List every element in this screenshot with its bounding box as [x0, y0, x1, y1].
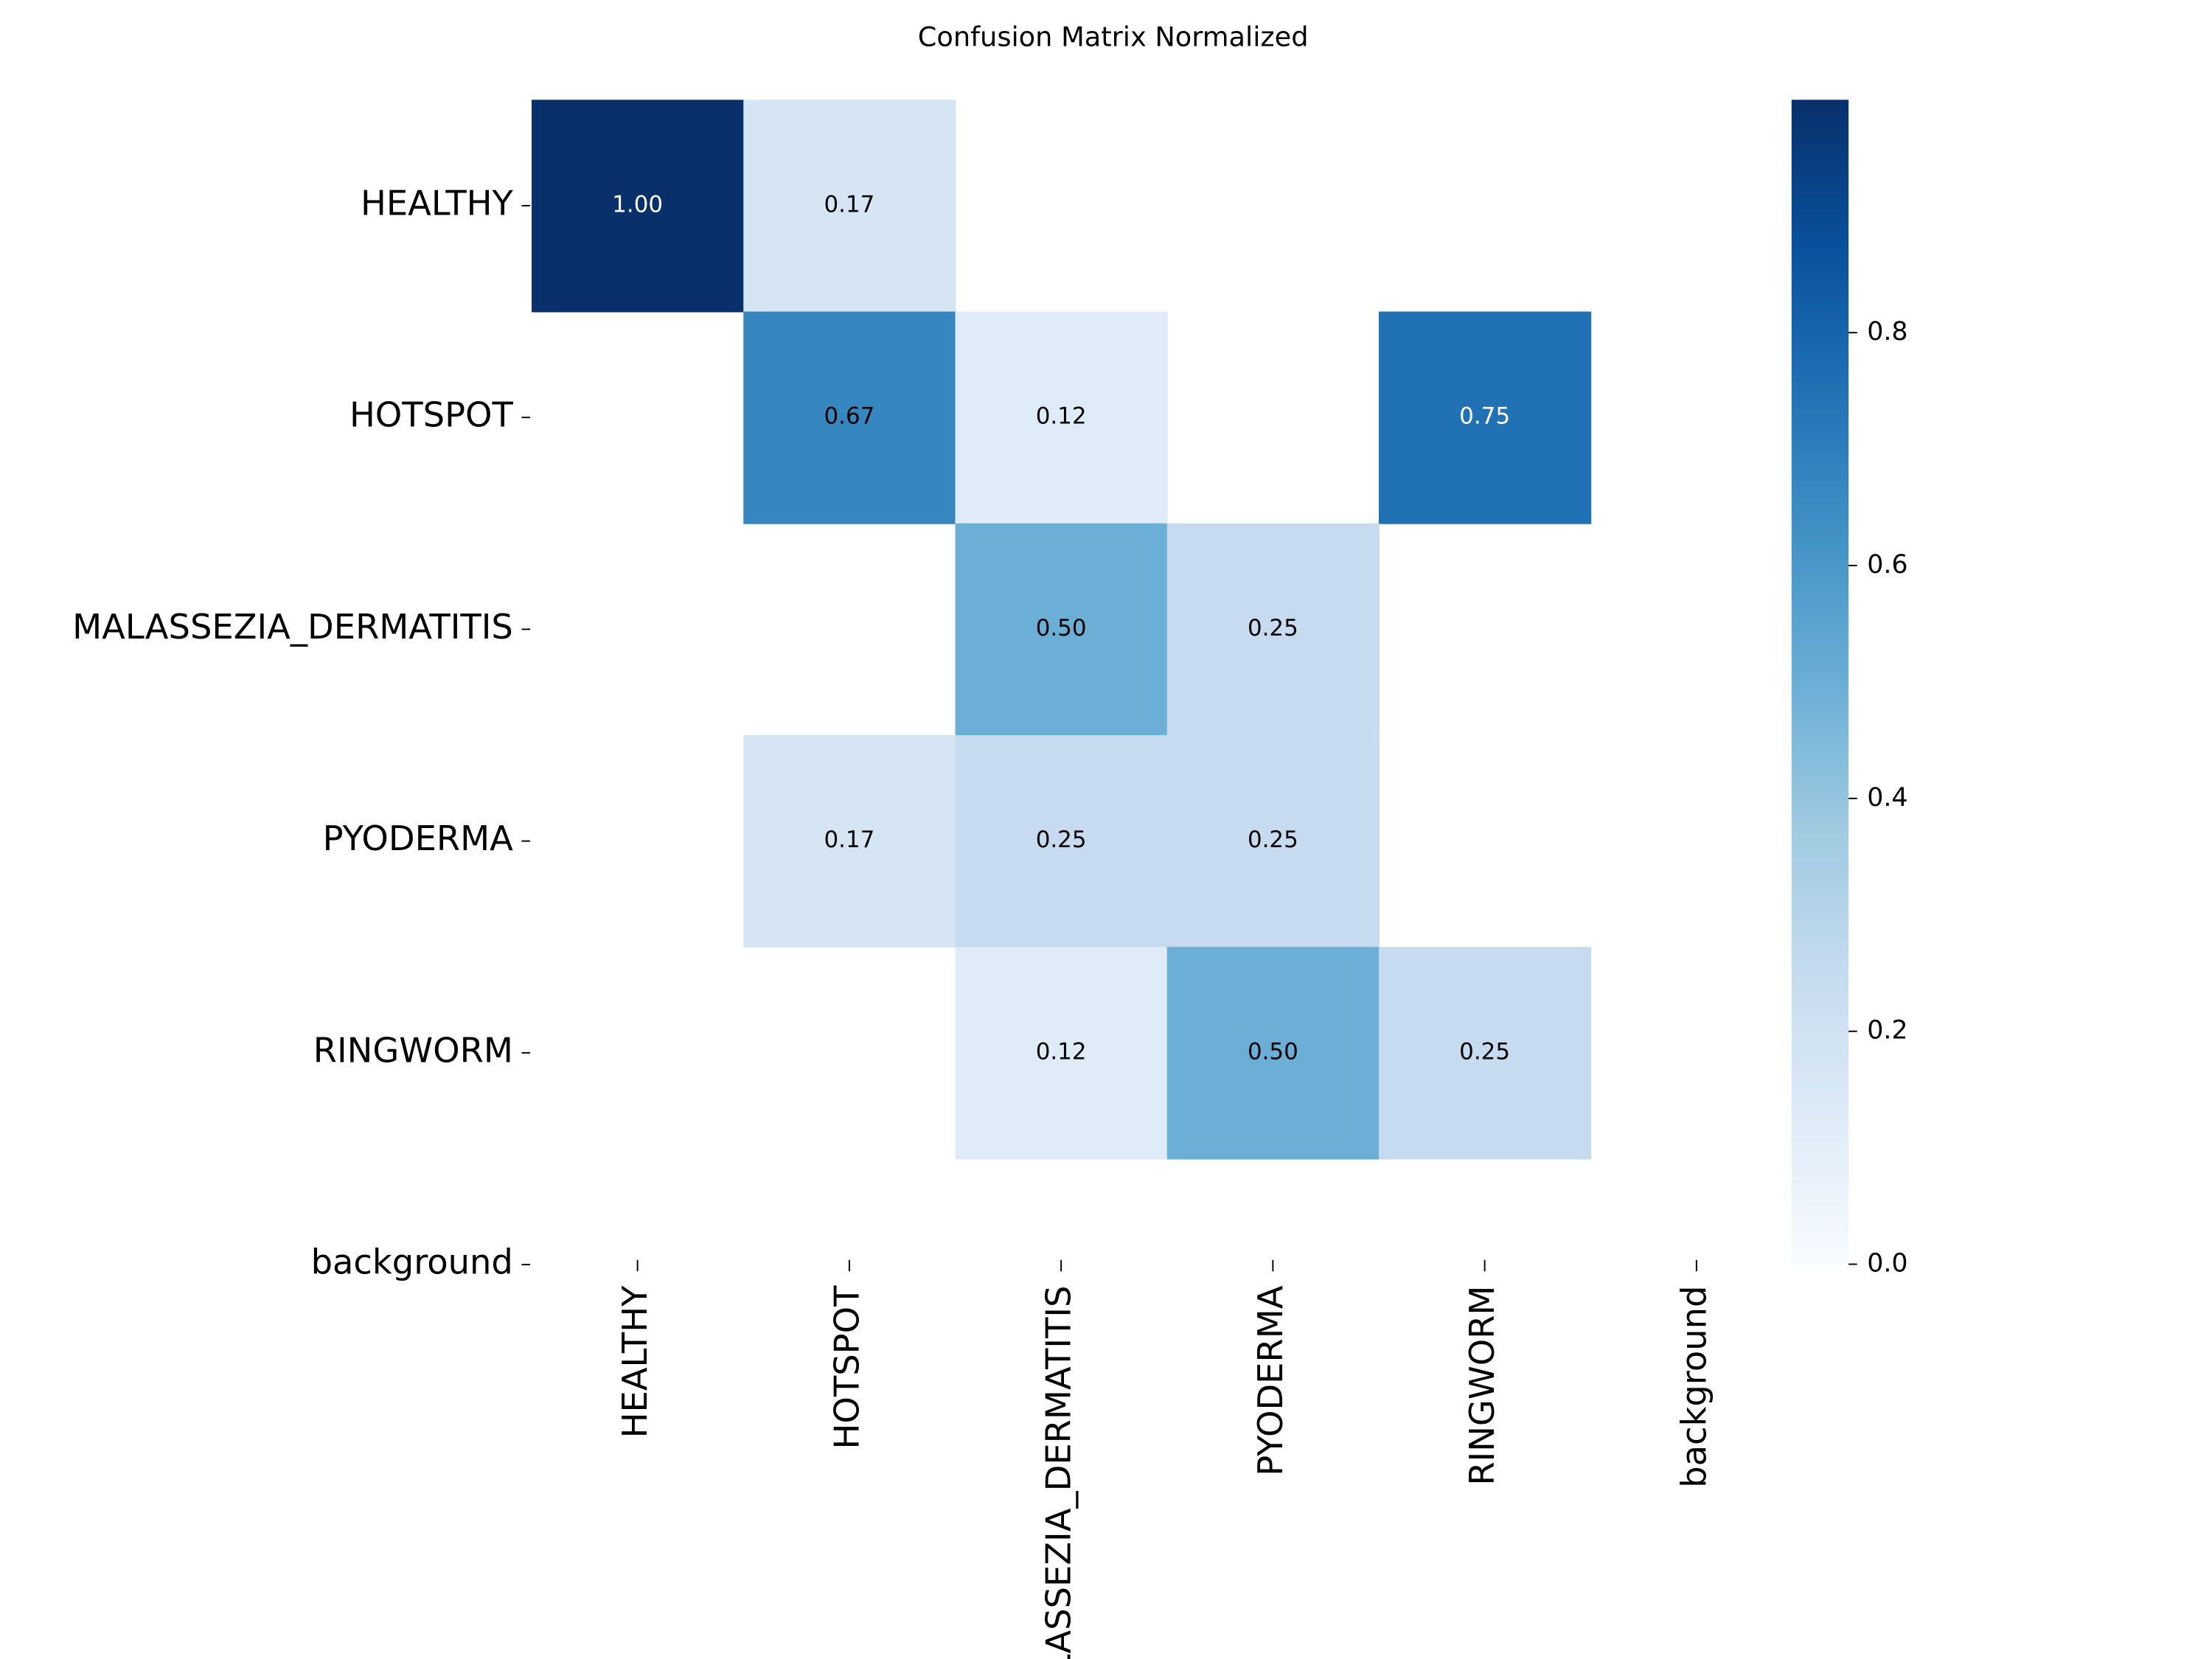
- y-tick-label: HEALTHY: [361, 183, 514, 223]
- y-tick-label: background: [311, 1242, 513, 1282]
- colorbar-tick-label: 0.0: [1867, 1249, 1907, 1279]
- x-tick-label: background: [1674, 1286, 1714, 1488]
- chart-title: Confusion Matrix Normalized: [918, 21, 1309, 53]
- heatmap-cell: [1166, 947, 1380, 1160]
- cell-label: 1.00: [612, 191, 663, 218]
- y-tick-label: HOTSPOT: [349, 395, 514, 435]
- x-tick-label: MALASSEZIA_DERMATITIS: [1039, 1286, 1079, 1659]
- colorbar-tick-label: 0.2: [1867, 1016, 1907, 1046]
- cell-label: 0.17: [824, 827, 874, 853]
- y-tick-label: PYODERMA: [323, 818, 513, 858]
- colorbar-tick-label: 0.4: [1867, 783, 1907, 813]
- x-tick-label: HOTSPOT: [827, 1285, 866, 1450]
- cell-label: 0.50: [1036, 615, 1087, 641]
- heatmap-cell: [532, 100, 745, 313]
- heatmap-cell: [955, 947, 1168, 1160]
- heatmap-cell: [743, 311, 956, 524]
- cell-label: 0.67: [824, 403, 874, 430]
- x-tick-label: HEALTHY: [615, 1285, 655, 1439]
- cell-label: 0.25: [1036, 827, 1087, 853]
- y-tick-label: MALASSEZIA_DERMATITIS: [72, 607, 513, 647]
- x-tick-label: PYODERMA: [1251, 1285, 1290, 1475]
- x-tick-label: RINGWORM: [1462, 1286, 1502, 1486]
- heatmap-cell: [1378, 947, 1592, 1160]
- heatmap-cell: [955, 523, 1168, 737]
- cell-label: 0.12: [1036, 403, 1087, 430]
- heatmap-cell: [1166, 735, 1380, 948]
- heatmap-cell: [955, 311, 1168, 524]
- cell-label: 0.75: [1459, 403, 1510, 430]
- heatmap-cell: [743, 735, 956, 948]
- heatmap-cell: [743, 100, 956, 313]
- heatmap-cell: [955, 735, 1168, 948]
- heatmap-cell: [1378, 311, 1592, 524]
- cell-label: 0.25: [1248, 615, 1298, 641]
- heatmap-cell: [1166, 523, 1380, 737]
- y-tick-label: RINGWORM: [313, 1030, 513, 1070]
- cell-label: 0.50: [1248, 1038, 1298, 1065]
- cell-label: 0.25: [1459, 1038, 1510, 1065]
- cell-label: 0.17: [824, 191, 874, 218]
- colorbar: [1791, 100, 1849, 1265]
- colorbar-tick-label: 0.6: [1867, 550, 1907, 580]
- cell-label: 0.25: [1248, 827, 1298, 853]
- cell-label: 0.12: [1036, 1038, 1087, 1065]
- colorbar-tick-label: 0.8: [1867, 317, 1907, 347]
